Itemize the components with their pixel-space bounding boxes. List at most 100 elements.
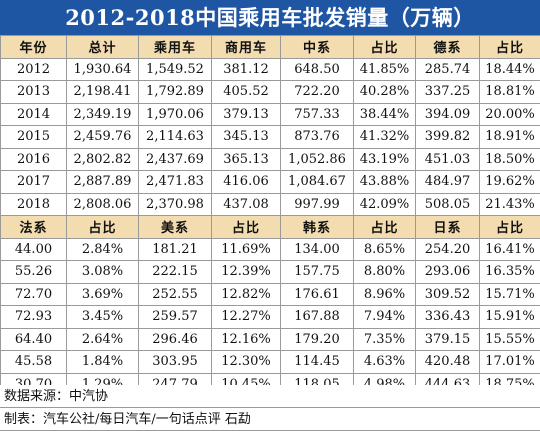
table-cell: 2012	[0, 57, 67, 81]
column-header: 占比	[211, 215, 281, 239]
table-cell: 420.48	[415, 350, 480, 374]
table-cell: 64.40	[0, 327, 67, 351]
table-cell: 12.30%	[211, 350, 281, 374]
table-row: 64.40 2.64% 296.46 12.16% 179.20 7.35% 379.15 1…	[0, 327, 540, 351]
table-cell: 337.25	[415, 80, 480, 104]
column-header: 占比	[66, 215, 139, 239]
table-cell: 8.96%	[353, 282, 416, 306]
table-cell: 399.82	[415, 125, 480, 149]
table-cell: 3.45%	[66, 305, 139, 329]
table-cell: 15.91%	[479, 305, 540, 329]
sales-table: 年份 总计 乘用车 商用车 中系 占比 德系 占比 2012 1,930.64 1,549.52 38…	[0, 35, 540, 396]
table-row: 2018 2,808.06 2,370.98 437.08 997.99 42.09% 50…	[0, 192, 540, 216]
page-title: 2012-2018中国乘用车批发销量（万辆）	[0, 0, 540, 35]
table-cell: 2013	[0, 80, 67, 104]
table-cell: 41.32%	[353, 125, 416, 149]
table-cell: 1,970.06	[138, 102, 212, 126]
table-cell: 3.69%	[66, 282, 139, 306]
table-cell: 285.74	[415, 57, 480, 81]
table-cell: 2015	[0, 125, 67, 149]
table-cell: 379.15	[415, 327, 480, 351]
table-cell: 1.84%	[66, 350, 139, 374]
data-source-note: 数据来源：中汽协	[0, 385, 540, 408]
table-row: 2016 2,802.82 2,437.69 365.13 1,052.86 43.19%…	[0, 147, 540, 171]
column-header: 德系	[415, 35, 480, 59]
table-cell: 873.76	[280, 125, 354, 149]
table-cell: 38.44%	[353, 102, 416, 126]
table-cell: 12.82%	[211, 282, 281, 306]
table-cell: 345.13	[211, 125, 281, 149]
table-cell: 43.88%	[353, 170, 416, 194]
table-cell: 2,198.41	[66, 80, 139, 104]
table-cell: 16.41%	[479, 237, 540, 261]
table-cell: 2.84%	[66, 237, 139, 261]
table1-header-row: 年份 总计 乘用车 商用车 中系 占比 德系 占比	[0, 35, 540, 59]
table-cell: 15.55%	[479, 327, 540, 351]
table-cell: 7.94%	[353, 305, 416, 329]
table-body: 年份 总计 乘用车 商用车 中系 占比 德系 占比 2012 1,930.64 1,549.52 38…	[0, 35, 540, 396]
table-cell: 309.52	[415, 282, 480, 306]
table-cell: 12.16%	[211, 327, 281, 351]
table-cell: 451.03	[415, 147, 480, 171]
table-cell: 44.00	[0, 237, 67, 261]
table-cell: 379.13	[211, 102, 281, 126]
table-cell: 18.44%	[479, 57, 540, 81]
table-row: 2012 1,930.64 1,549.52 381.12 648.50 41.85% 28…	[0, 57, 540, 81]
column-header: 占比	[479, 215, 540, 239]
table-cell: 21.43%	[479, 192, 540, 216]
table-cell: 40.28%	[353, 80, 416, 104]
table-cell: 15.71%	[479, 282, 540, 306]
table-cell: 2,437.69	[138, 147, 212, 171]
table-cell: 8.65%	[353, 237, 416, 261]
table-cell: 12.39%	[211, 260, 281, 284]
table-cell: 7.35%	[353, 327, 416, 351]
column-header: 美系	[138, 215, 212, 239]
column-header: 日系	[415, 215, 480, 239]
table-cell: 2017	[0, 170, 67, 194]
table-cell: 722.20	[280, 80, 354, 104]
table-cell: 381.12	[211, 57, 281, 81]
table-cell: 293.06	[415, 260, 480, 284]
table-cell: 2,802.82	[66, 147, 139, 171]
table-cell: 484.97	[415, 170, 480, 194]
table-row: 45.58 1.84% 303.95 12.30% 114.45 4.63% 420.48 1…	[0, 350, 540, 374]
table-cell: 157.75	[280, 260, 354, 284]
table-cell: 18.81%	[479, 80, 540, 104]
table-cell: 20.00%	[479, 102, 540, 126]
table-cell: 1,052.86	[280, 147, 354, 171]
table-cell: 55.26	[0, 260, 67, 284]
table-cell: 997.99	[280, 192, 354, 216]
table-cell: 16.35%	[479, 260, 540, 284]
table-cell: 11.69%	[211, 237, 281, 261]
column-header: 占比	[353, 35, 416, 59]
column-header: 中系	[280, 35, 354, 59]
table-cell: 405.52	[211, 80, 281, 104]
table2-header-row: 法系 占比 美系 占比 韩系 占比 日系 占比	[0, 215, 540, 239]
column-header: 占比	[353, 215, 416, 239]
table-cell: 336.43	[415, 305, 480, 329]
table-cell: 394.09	[415, 102, 480, 126]
table-cell: 179.20	[280, 327, 354, 351]
table-cell: 18.50%	[479, 147, 540, 171]
table-cell: 41.85%	[353, 57, 416, 81]
table-row: 2013 2,198.41 1,792.89 405.52 722.20 40.28% 33…	[0, 80, 540, 104]
table-cell: 252.55	[138, 282, 212, 306]
table-cell: 2,808.06	[66, 192, 139, 216]
table-cell: 416.06	[211, 170, 281, 194]
credit-note: 制表：汽车公社/每日汽车/一句话点评 石勐	[0, 408, 540, 431]
table-row: 2014 2,349.19 1,970.06 379.13 757.33 38.44% 39…	[0, 102, 540, 126]
column-header: 商用车	[211, 35, 281, 59]
table-cell: 18.91%	[479, 125, 540, 149]
table-cell: 648.50	[280, 57, 354, 81]
table-row: 44.00 2.84% 181.21 11.69% 134.00 8.65% 254.20 1…	[0, 237, 540, 261]
table-cell: 8.80%	[353, 260, 416, 284]
table-cell: 2,370.98	[138, 192, 212, 216]
table-cell: 296.46	[138, 327, 212, 351]
table-cell: 3.08%	[66, 260, 139, 284]
column-header: 韩系	[280, 215, 354, 239]
table-cell: 2,349.19	[66, 102, 139, 126]
table-cell: 254.20	[415, 237, 480, 261]
table-cell: 4.63%	[353, 350, 416, 374]
table-cell: 45.58	[0, 350, 67, 374]
table-cell: 12.27%	[211, 305, 281, 329]
